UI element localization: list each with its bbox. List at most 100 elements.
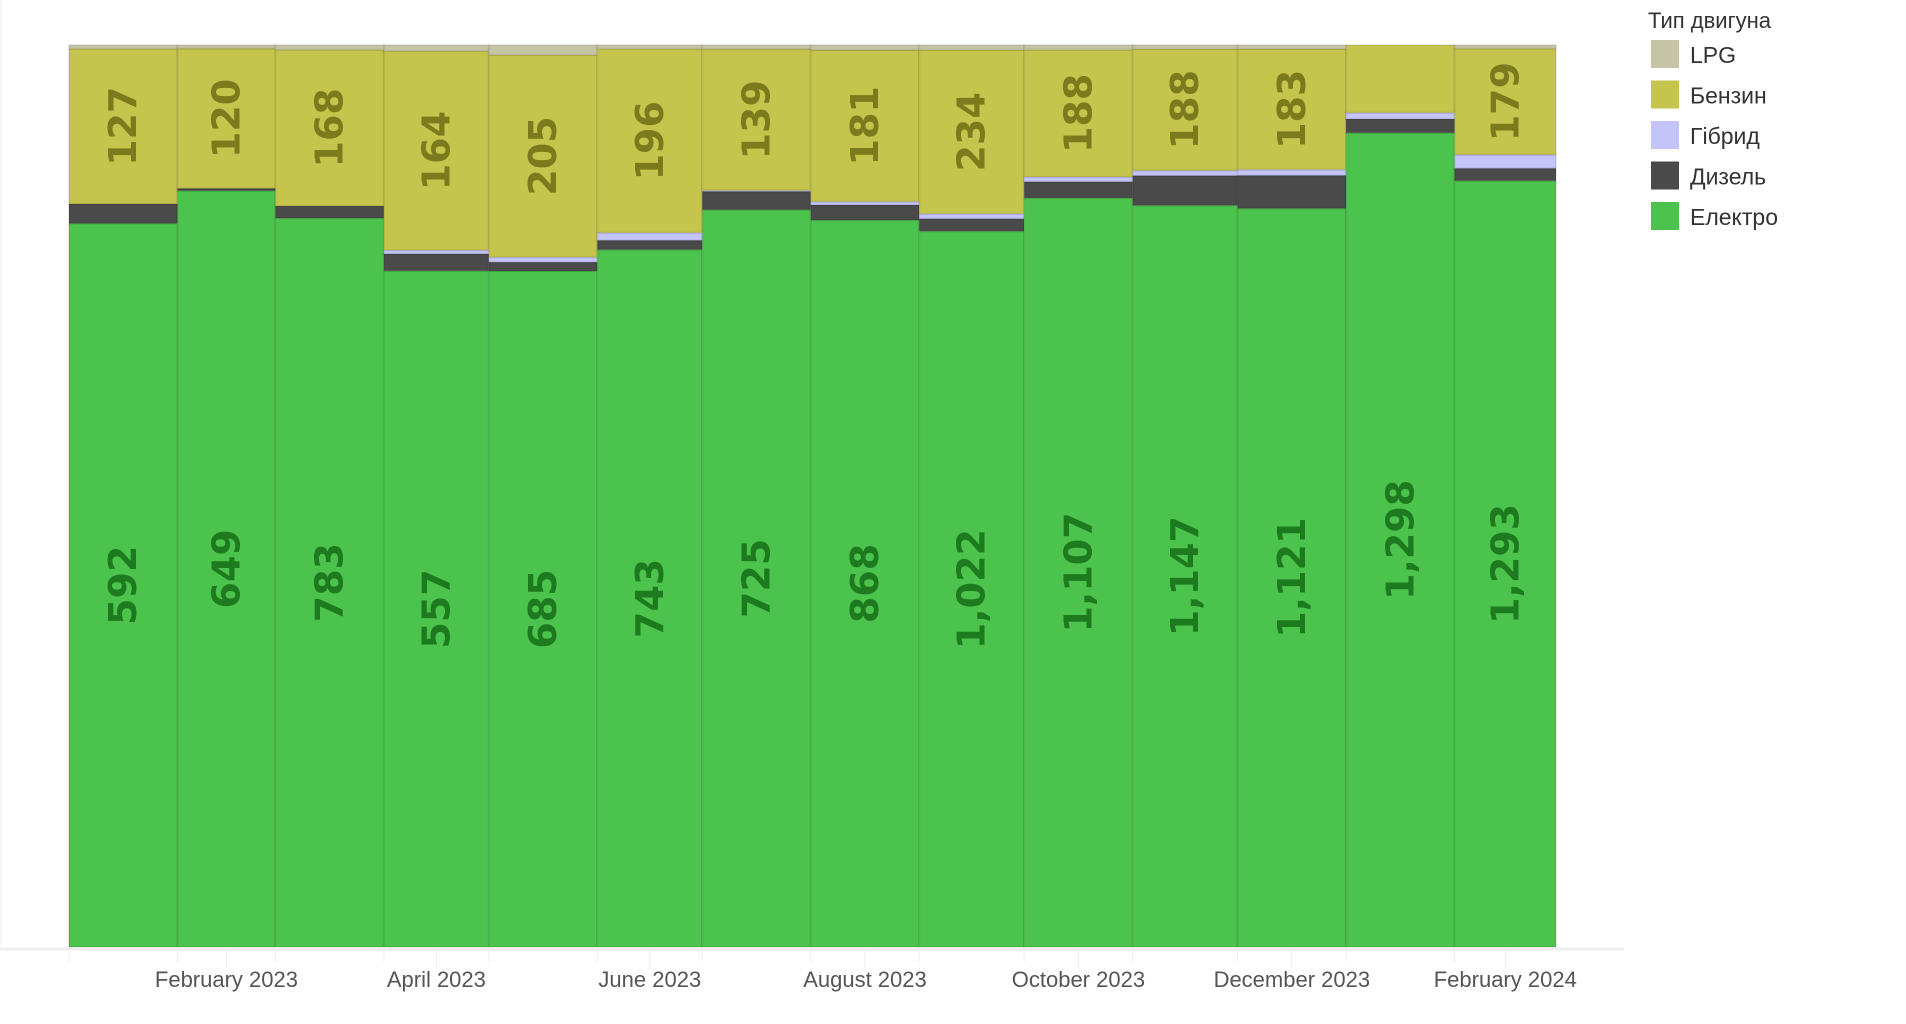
bar-segment-2023-12-1 [1236,174,1348,210]
bar-segment-2023-05-0 [487,269,599,949]
legend-title: Тип двигуна [1648,8,1772,33]
x-tick-label: October 2023 [1012,967,1145,992]
bar-segment-2023-02-4 [176,44,277,50]
bar-segment-2023-08-0 [809,219,921,949]
bar-segment-2023-01-4 [68,44,179,50]
bar-segment-2023-10-1 [1023,180,1134,199]
data-label-2023-12-0: 1,121 [1270,518,1314,638]
data-label-2023-09-0: 1,022 [950,529,994,649]
data-label-2023-03-0: 783 [308,543,352,622]
bars-group [68,44,1557,949]
bar-segment-2024-02-4 [1453,44,1557,50]
bar-segment-2023-01-0 [68,222,179,948]
data-label-2023-09-3: 234 [950,92,994,171]
bar-segment-2024-01-3 [1345,44,1456,114]
x-axis: February 2023 April 2023 June 2023 August 2… [68,951,1577,992]
bar-segment-2023-12-4 [1236,44,1348,50]
legend-item-label: Дизель [1690,164,1766,190]
bar-segment-2023-03-1 [274,205,385,220]
data-label-2023-05-0: 685 [521,569,565,648]
data-label-2023-03-3: 168 [308,88,352,167]
bar-segment-2023-07-0 [701,208,812,949]
data-label-2023-06-3: 196 [628,101,672,180]
legend-item-label: Гібрид [1690,123,1760,149]
bar-segment-2023-08-1 [809,203,921,222]
bar-segment-2023-01-3 [68,47,179,205]
bar-segment-2023-11-1 [1131,174,1239,207]
legend-swatch-4 [1651,202,1679,230]
bar-segment-2023-05-1 [487,261,599,272]
data-label-2023-02-0: 649 [204,529,248,608]
bar-segment-2023-10-3 [1023,48,1134,178]
data-label-2023-11-3: 188 [1163,70,1207,149]
x-tick-label: February 2024 [1434,967,1577,992]
legend-item-label: Електро [1690,204,1778,230]
bar-segment-2023-11-0 [1131,204,1239,949]
x-tick-label: February 2023 [155,967,298,992]
data-label-2023-04-0: 557 [414,569,458,648]
data-label-2023-10-0: 1,107 [1056,512,1100,632]
data-label-2023-12-3: 183 [1270,70,1314,149]
bar-segment-2023-08-4 [809,44,921,52]
legend: Тип двигуна LPG Бензин Гібрид Дизель Електро [1648,8,1778,230]
legend-item-label: Бензин [1690,83,1767,109]
data-label-2023-05-3: 205 [521,116,565,195]
bar-segment-2023-07-1 [701,190,812,211]
legend-item-label: LPG [1690,42,1736,68]
bar-segment-2023-09-4 [918,44,1026,51]
bar-segment-2023-07-3 [701,48,812,192]
x-tick-label: April 2023 [387,967,486,992]
data-label-2023-07-0: 725 [735,539,779,618]
x-tick-label: June 2023 [598,967,701,992]
bar-segment-2023-10-0 [1023,196,1134,948]
bar-segment-2023-04-3 [382,50,490,252]
bar-segment-2023-06-1 [596,239,704,251]
legend-swatch-0 [1651,40,1679,68]
bar-segment-2023-04-1 [382,252,490,272]
bar-segment-2023-09-1 [918,217,1026,233]
bar-segment-2023-02-3 [176,47,277,190]
bar-segment-2024-02-2 [1453,153,1557,170]
data-label-2023-10-3: 188 [1056,74,1100,153]
legend-swatch-1 [1651,80,1679,109]
data-label-2023-04-3: 164 [414,111,458,190]
legend-swatch-3 [1651,161,1679,190]
data-labels-group: 592 127 649 120 783 168 557 164 685 205 743 196 725 1… [101,62,1527,649]
data-label-2024-02-0: 1,293 [1483,504,1527,624]
bar-segment-2023-06-4 [596,44,704,50]
data-label-2024-01-0: 1,298 [1378,480,1422,600]
bar-segment-2024-02-1 [1453,167,1557,182]
x-tick-label: December 2023 [1214,967,1371,992]
bar-segment-2023-05-3 [487,53,599,259]
data-label-2023-01-3: 127 [101,87,145,166]
data-label-2023-11-0: 1,147 [1163,516,1207,636]
bar-segment-2023-09-3 [918,48,1026,215]
bar-segment-2024-02-0 [1453,179,1557,948]
bar-segment-2023-07-4 [701,44,812,51]
bar-segment-2023-04-0 [382,269,490,948]
bar-segment-2023-03-4 [274,44,385,51]
bar-segment-2023-01-1 [68,202,179,225]
data-label-2023-07-3: 139 [735,80,779,159]
data-label-2023-06-0: 743 [628,559,672,638]
bar-segment-2023-06-3 [596,47,704,234]
bar-segment-2023-06-0 [596,248,704,948]
bar-segment-2023-11-4 [1131,44,1239,50]
bar-segment-2023-03-0 [274,217,385,948]
data-label-2023-08-3: 181 [843,86,887,165]
bar-segment-2023-05-4 [487,44,599,56]
bar-segment-2023-09-0 [918,230,1026,949]
data-label-2024-02-3: 179 [1483,62,1527,141]
bar-segment-2023-03-3 [274,48,385,208]
data-label-2023-01-0: 592 [101,546,145,625]
bar-segment-2023-08-3 [809,49,921,203]
data-label-2023-02-3: 120 [204,79,248,158]
x-tick-label: August 2023 [803,967,927,992]
bar-segment-2023-06-2 [596,231,704,242]
bar-segment-2023-04-4 [382,44,490,53]
bar-segment-2024-02-3 [1453,47,1557,156]
bar-segment-2023-12-0 [1236,207,1348,949]
data-label-2023-08-0: 868 [843,544,887,623]
bar-segment-2023-10-4 [1023,44,1134,51]
